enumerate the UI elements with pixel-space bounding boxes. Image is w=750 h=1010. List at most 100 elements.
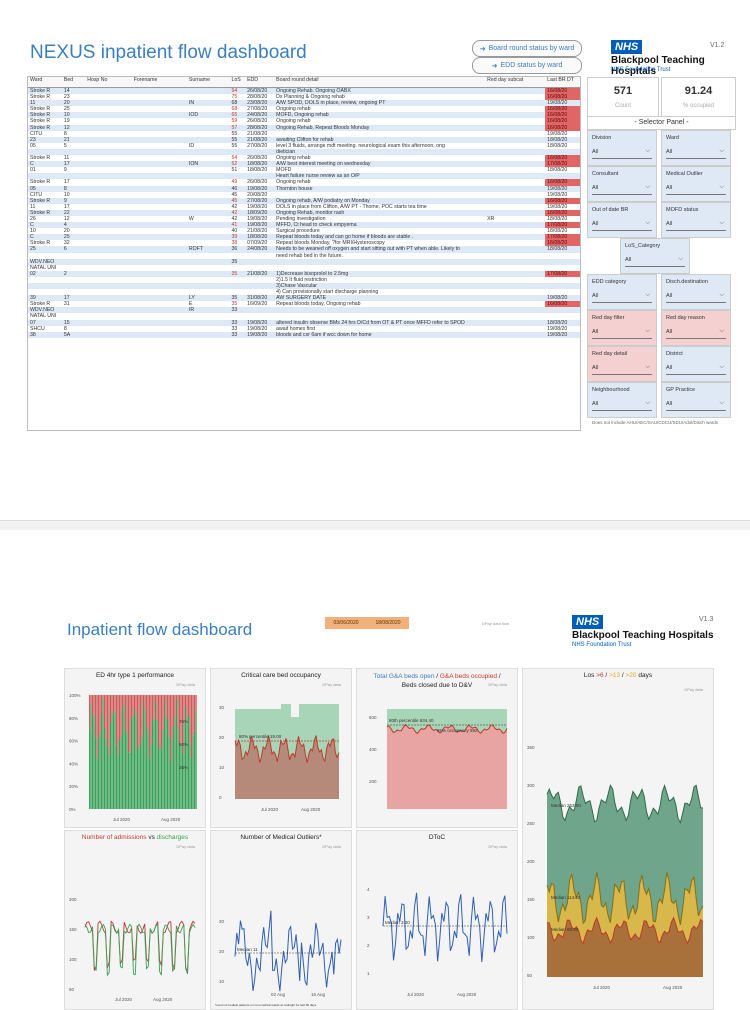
table-row[interactable]: 39 17 LY 35 31/08/20 AW SURGERY DATE 19/08/20 bbox=[28, 295, 580, 302]
table-row[interactable]: Stroke R 14 94 26/08/20 Ongoing Rehab. Ongoi… bbox=[28, 88, 580, 95]
table-row[interactable]: C 25 39 18/08/20 Repeat bloods today and can… bbox=[28, 234, 580, 241]
table-row[interactable]: 05 5 ID 55 27/08/20 level 3 fluids, arrange m… bbox=[28, 143, 580, 149]
slicer-dropdown[interactable]: All bbox=[666, 184, 726, 195]
table-row[interactable]: 11 17 42 19/08/20 DOLS in place from Clifton… bbox=[28, 204, 580, 210]
slicer-dropdown[interactable]: All bbox=[625, 256, 685, 267]
table-row[interactable]: need rehab bed in the future. bbox=[28, 253, 580, 259]
bar-red bbox=[165, 695, 167, 716]
slicer-dropdown[interactable]: All bbox=[592, 220, 652, 231]
board-round-status-button[interactable]: ➜ Board round status by ward bbox=[472, 40, 582, 57]
table-row[interactable]: Stroke R 23 75 28/08/20 Dx Planning & Ongoin… bbox=[28, 94, 580, 101]
table-row[interactable]: Heart failure nurse review as an O/P bbox=[28, 173, 580, 180]
column-header[interactable]: Red day subcat bbox=[487, 77, 524, 83]
table-cell: 23 bbox=[30, 136, 36, 143]
table-row[interactable]: 07 15 33 19/08/20 altered insulin observe BM… bbox=[28, 319, 580, 326]
slicer[interactable]: Division All bbox=[587, 130, 657, 166]
slicer[interactable]: Consultant All bbox=[587, 166, 657, 202]
table-row[interactable]: 02 2 35 21/08/20 1)Decrease bisoprolol to 2.… bbox=[28, 270, 580, 277]
column-header[interactable]: LoS bbox=[231, 77, 241, 83]
slicer-dropdown[interactable]: All bbox=[666, 148, 726, 159]
table-row[interactable]: CITU 8 55 21/08/20 19/08/20 bbox=[28, 131, 580, 137]
table-cell: 16/08/20 bbox=[545, 179, 580, 186]
table-row[interactable]: 3)Chase Vascular bbox=[28, 283, 580, 290]
slicer[interactable]: EDD category All bbox=[587, 274, 657, 310]
table-row[interactable]: Stroke R 11 54 26/08/20 Ongoing rehab 16/08/2… bbox=[28, 155, 580, 162]
bar-green bbox=[138, 747, 140, 809]
slicer[interactable]: Medical Outlier All bbox=[661, 166, 731, 202]
slicer-dropdown[interactable]: All bbox=[666, 220, 726, 231]
edd-status-button[interactable]: ➜ EDD status by ward bbox=[472, 57, 582, 74]
y-tick: 350 bbox=[527, 745, 535, 750]
table-row[interactable]: WDV.NEO 35 bbox=[28, 258, 580, 265]
slicer[interactable]: GP Practice All bbox=[661, 382, 731, 418]
bar-green bbox=[149, 758, 151, 809]
percentile-label: 80% percentile 19.00 bbox=[239, 734, 282, 739]
table-row[interactable]: 4) Can provisionally start discharge pla… bbox=[28, 289, 580, 295]
table-row[interactable]: WDV.NEO IR 33 bbox=[28, 307, 580, 314]
slicer[interactable]: Disch.destination All bbox=[661, 274, 731, 310]
table-row[interactable]: 23 21 55 21/08/20 awaiting Clifton for rehab… bbox=[28, 136, 580, 143]
column-header[interactable]: Forename bbox=[133, 77, 158, 83]
table-row[interactable]: Stroke R 22 42 18/09/20 Ongoing Rehab, monit… bbox=[28, 209, 580, 216]
slicer-dropdown[interactable]: All bbox=[666, 292, 726, 303]
table-row[interactable]: 38 5A 33 19/08/20 bloods and cxr 6am if wcc … bbox=[28, 331, 580, 338]
table-row[interactable]: Stroke R 32 38 07/09/20 Repeat bloods Monday… bbox=[28, 240, 580, 247]
table-row[interactable]: 01 9 51 18/08/20 MOFD 18/08/20 bbox=[28, 167, 580, 173]
slicer-dropdown[interactable]: All bbox=[592, 328, 652, 339]
column-header[interactable]: Hosp No bbox=[87, 77, 108, 83]
slicer-dropdown[interactable]: All bbox=[666, 328, 726, 339]
table-cell: 49 bbox=[231, 179, 238, 186]
table-row[interactable]: Stroke R 9 45 27/08/20 Ongoing rehab, A/W po… bbox=[28, 197, 580, 204]
column-header[interactable]: Ward bbox=[30, 77, 43, 83]
table-row[interactable]: C 4 41 19/08/20 MFFD, Ct head to check empye… bbox=[28, 222, 580, 229]
slicer[interactable]: Out of date BR All bbox=[587, 202, 657, 238]
table-row[interactable]: NATAL UNI bbox=[28, 313, 580, 319]
table-row[interactable]: 26 12 W 42 19/08/20 Pending investigation XR 18… bbox=[28, 216, 580, 222]
table-row[interactable]: SHCU 8 33 19/08/20 await homes first 19/08/20 bbox=[28, 326, 580, 332]
table-row[interactable]: Stroke R 19 59 26/08/20 Ongoing rehab 16/08/2… bbox=[28, 118, 580, 125]
slicer-dropdown[interactable]: All bbox=[592, 364, 652, 375]
table-cell: 11 bbox=[30, 100, 36, 107]
table-row[interactable]: C 17 ION 52 18/08/20 A/W best interest meetin… bbox=[28, 161, 580, 168]
table-row[interactable]: 05 8 46 19/08/20 Thornton house 19/08/20 bbox=[28, 185, 580, 192]
table-row[interactable]: CITU 10 45 20/08/20 19/08/20 bbox=[28, 192, 580, 198]
slicer-dropdown[interactable]: All bbox=[666, 364, 726, 375]
table-row[interactable]: Stroke R 25 68 27/08/20 Ongoing rehab 16/08/2… bbox=[28, 106, 580, 113]
table-row[interactable]: dietician bbox=[28, 148, 580, 156]
slicer[interactable]: Neighbourhood All bbox=[587, 382, 657, 418]
table-row[interactable]: Stroke R 31 E 35 16/09/20 Repeat bloods today… bbox=[28, 301, 580, 308]
slicer-dropdown[interactable]: All bbox=[592, 400, 652, 411]
bar-green bbox=[131, 718, 133, 809]
slicer[interactable]: Red day filter All bbox=[587, 310, 657, 346]
bar-red bbox=[134, 695, 136, 709]
table-row[interactable]: Stroke R 10 IOD 65 24/08/20 MOFD, Ongoing reh… bbox=[28, 112, 580, 119]
slicer-dropdown[interactable]: All bbox=[592, 292, 652, 303]
y-tick: 4 bbox=[367, 887, 370, 892]
slicer[interactable]: LoS_Category All bbox=[620, 238, 690, 274]
slicer-dropdown[interactable]: All bbox=[592, 148, 652, 159]
table-cell: 35 bbox=[231, 270, 238, 277]
start-date[interactable]: 03/06/2020 bbox=[325, 617, 367, 629]
column-header[interactable]: EDD bbox=[247, 77, 259, 83]
table-row[interactable]: 25 6 ROFT 36 24/08/20 Needs to be weaned off … bbox=[28, 246, 580, 253]
slicer[interactable]: Red day detail All bbox=[587, 346, 657, 382]
slicer[interactable]: MOFD status All bbox=[661, 202, 731, 238]
column-header[interactable]: Board round detail bbox=[276, 77, 319, 83]
table-cell: 05 bbox=[30, 185, 36, 192]
table-row[interactable]: NATAL UNI bbox=[28, 265, 580, 271]
end-date[interactable]: 18/08/2020 bbox=[367, 617, 409, 629]
table-row[interactable]: 2)1.5 lt fluid restriction bbox=[28, 277, 580, 283]
slicer-dropdown[interactable]: All bbox=[666, 400, 726, 411]
column-header[interactable]: Surname bbox=[188, 77, 210, 83]
table-row[interactable]: 11 20 IN 68 23/08/20 A/W SPOD, DOLS in place,… bbox=[28, 100, 580, 107]
column-header[interactable]: Bed bbox=[63, 77, 74, 83]
slicer-dropdown[interactable]: All bbox=[592, 184, 652, 195]
slicer[interactable]: District All bbox=[661, 346, 731, 382]
slicer[interactable]: Ward All bbox=[661, 130, 731, 166]
occupied-card: 91.24 % occupied bbox=[661, 77, 736, 117]
table-row[interactable]: 10 20 40 21/08/20 Surgical procedure 18/08/20 bbox=[28, 228, 580, 234]
table-row[interactable]: Stroke R 12 57 28/08/20 Ongoing Rehab, Repea… bbox=[28, 124, 580, 131]
table-row[interactable]: Stroke R 17 49 26/08/20 Ongoing rehab 16/08/2… bbox=[28, 179, 580, 186]
slicer[interactable]: Red day reason All bbox=[661, 310, 731, 346]
column-header[interactable]: Last BR DT bbox=[547, 77, 574, 83]
